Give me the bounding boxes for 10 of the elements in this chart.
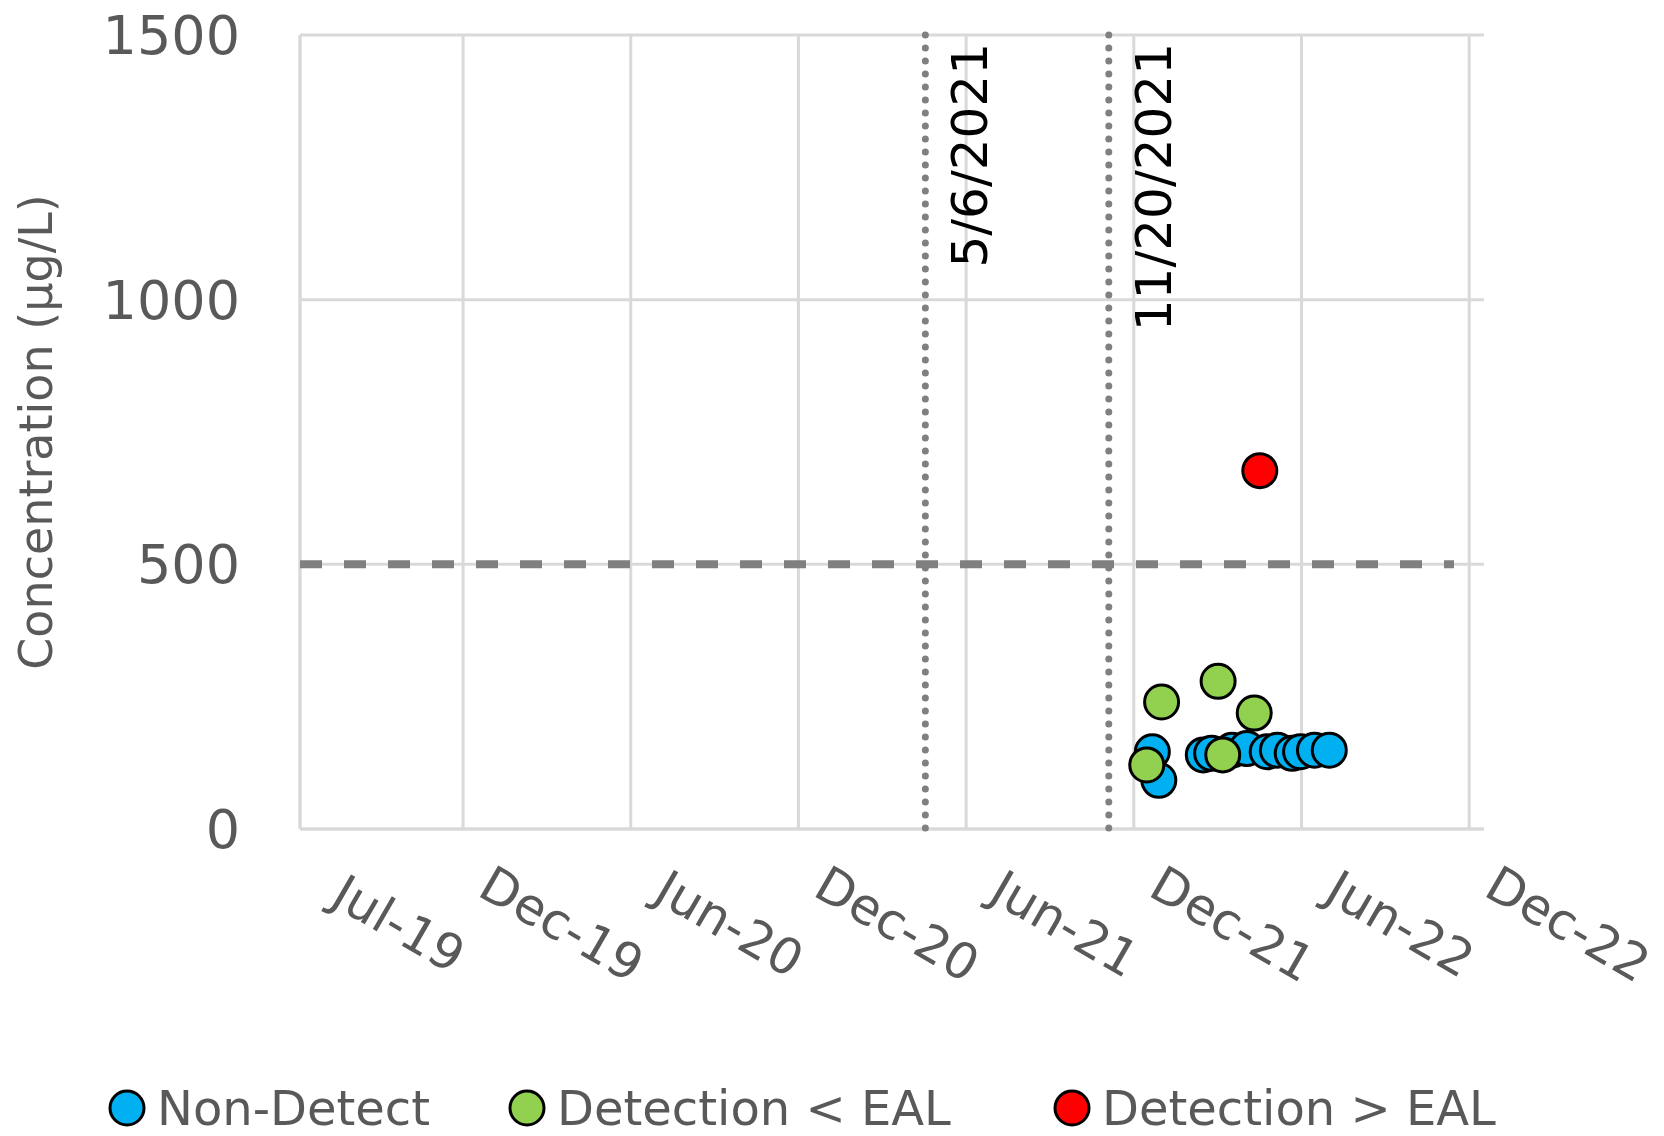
y-tick-label: 500 [136,533,240,597]
y-tick-label: 0 [205,797,240,861]
legend-label: Detection < EAL [557,1079,952,1136]
y-tick-label: 1500 [102,3,240,67]
ref-line-label: 5/6/2021 [941,43,1000,268]
y-tick-label: 1000 [102,268,240,332]
ref-line-label: 11/20/2021 [1124,43,1183,332]
legend-label: Detection > EAL [1102,1079,1497,1136]
legend-label: Non-Detect [157,1079,431,1136]
y-axis-title: Concentration (µg/L) [9,194,63,670]
